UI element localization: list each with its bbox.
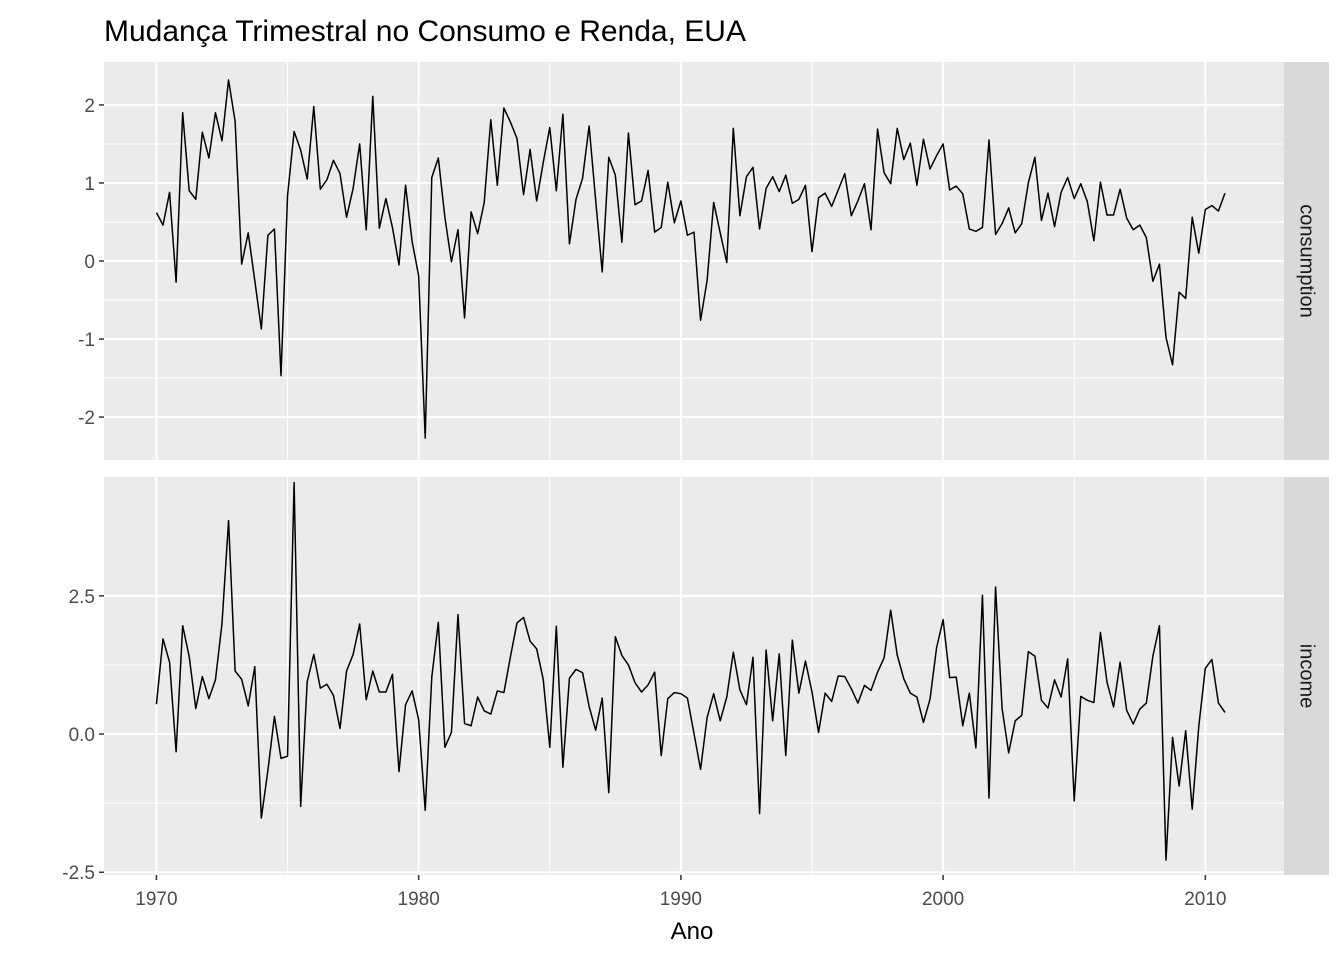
facet-strip-label: income <box>1296 644 1318 708</box>
facet-strip <box>1284 477 1329 875</box>
y-tick-label: 0 <box>84 252 95 273</box>
x-tick-label: 2010 <box>1184 889 1226 910</box>
y-tick-label: 0.0 <box>69 725 95 746</box>
x-tick-label: 1990 <box>660 889 702 910</box>
x-tick-label: 1980 <box>398 889 440 910</box>
y-tick-label: -1 <box>78 330 95 351</box>
panel-background <box>104 477 1284 875</box>
facet-strip-label: consumption <box>1296 204 1318 317</box>
series-line-income <box>155 481 1226 861</box>
y-tick-label: -2.5 <box>62 863 95 884</box>
x-tick-label: 1970 <box>135 889 177 910</box>
y-tick-label: 2.5 <box>69 587 95 608</box>
facet-panel-consumption: -2 -1 0 1 2 consumption <box>78 62 1329 460</box>
series-line-consumption <box>155 79 1226 439</box>
x-tick-label: 2000 <box>922 889 964 910</box>
y-tick-label: -2 <box>78 408 95 429</box>
facet-panel-income: -2.5 0.0 2.5 income <box>62 477 1329 884</box>
y-tick-label: 1 <box>84 174 95 195</box>
y-tick-label: 2 <box>84 96 95 117</box>
chart-title: Mudança Trimestral no Consumo e Renda, E… <box>104 15 746 48</box>
facet-strip <box>1284 62 1329 460</box>
x-axis: 1970 1980 1990 2000 2010 <box>135 875 1226 910</box>
x-axis-title: Ano <box>671 918 714 945</box>
